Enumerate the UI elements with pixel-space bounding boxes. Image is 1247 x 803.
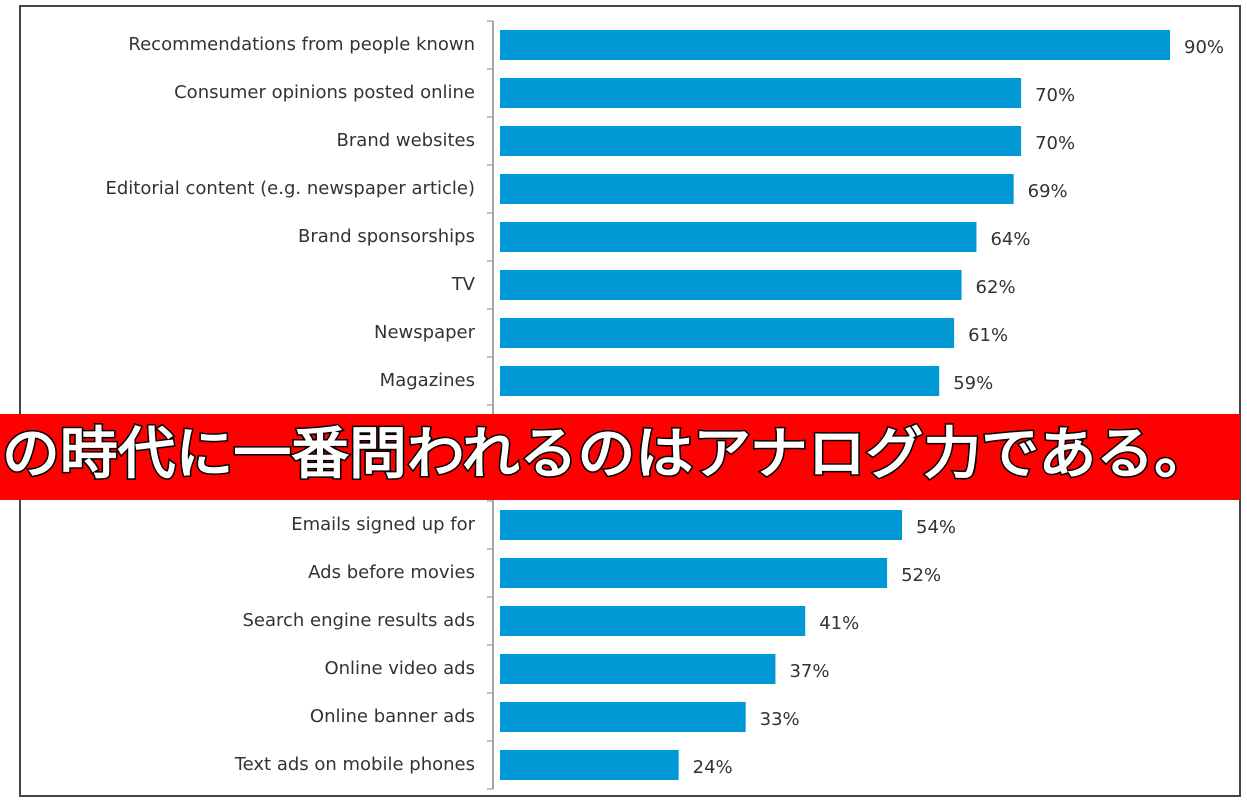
value-label: 54% <box>916 517 956 538</box>
value-label: 62% <box>976 277 1016 298</box>
category-label: Editorial content (e.g. newspaper articl… <box>106 178 476 199</box>
value-label: 69% <box>1028 181 1068 202</box>
category-label: Newspaper <box>374 322 476 343</box>
value-label: 33% <box>760 709 800 730</box>
category-label: Ads before movies <box>308 562 475 583</box>
bar <box>500 78 1022 108</box>
bar <box>500 702 746 732</box>
value-label: 70% <box>1035 133 1075 154</box>
category-label: Online banner ads <box>310 706 475 727</box>
value-label: 41% <box>819 613 859 634</box>
value-label: 70% <box>1035 85 1075 106</box>
category-label: TV <box>451 274 476 295</box>
value-label: 59% <box>953 373 993 394</box>
value-label: 24% <box>693 757 733 778</box>
bar <box>500 510 902 540</box>
banner <box>0 414 1240 500</box>
value-label: 61% <box>968 325 1008 346</box>
bar <box>500 30 1170 60</box>
value-label: 37% <box>789 661 829 682</box>
category-label: Search engine results ads <box>242 610 475 631</box>
bar <box>500 318 955 348</box>
bar <box>500 606 806 636</box>
banner-text: の時代に一番問われるのはアナログ力である。 <box>2 422 1212 487</box>
bar <box>500 270 962 300</box>
bar <box>500 558 888 588</box>
bar <box>500 174 1014 204</box>
bar <box>500 750 679 780</box>
value-label: 52% <box>901 565 941 586</box>
category-label: Brand sponsorships <box>298 226 475 247</box>
category-label: Online video ads <box>324 658 475 679</box>
bar <box>500 654 776 684</box>
category-label: Text ads on mobile phones <box>234 754 475 775</box>
category-label: Recommendations from people known <box>128 34 475 55</box>
value-label: 90% <box>1184 37 1224 58</box>
bar <box>500 126 1022 156</box>
bar <box>500 222 977 252</box>
category-label: Consumer opinions posted online <box>174 82 475 103</box>
bar <box>500 366 940 396</box>
category-label: Emails signed up for <box>291 514 475 535</box>
value-label: 64% <box>990 229 1030 250</box>
category-label: Magazines <box>380 370 475 391</box>
category-label: Brand websites <box>337 130 475 151</box>
